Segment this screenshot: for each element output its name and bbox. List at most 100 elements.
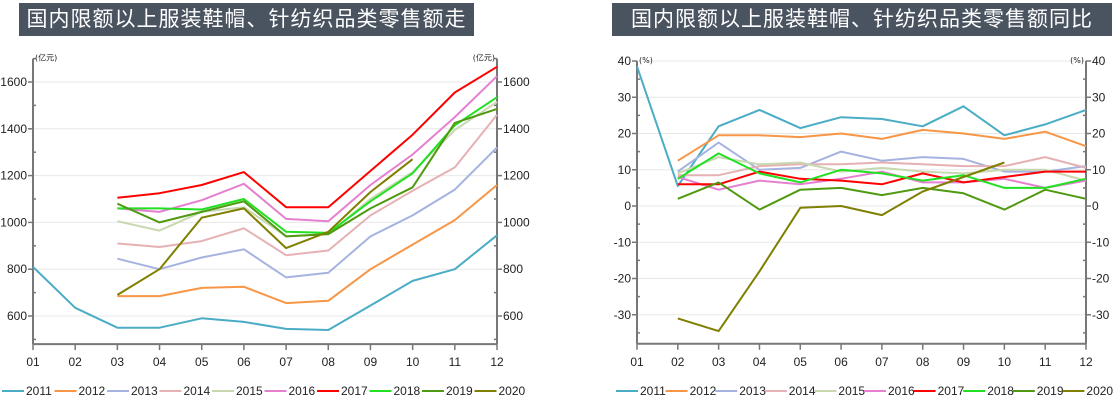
x-tick-label: 04 [753,355,767,369]
x-tick-label: 11 [449,355,462,369]
x-tick-label: 07 [875,355,889,369]
legend-label-2018: 2018 [987,384,1014,398]
legend-label-2013: 2013 [739,384,766,398]
y-tick-label-left: 20 [618,127,632,141]
y-tick-label-right: 30 [1092,90,1106,104]
y-tick-label-left: -30 [614,308,632,322]
series-line-2011 [636,66,1087,188]
x-tick-label: 02 [671,355,685,369]
y-tick-label-right: 1600 [503,75,530,89]
y-unit-left: (亿元) [35,53,57,63]
legend-label-2013: 2013 [131,384,158,398]
y-tick-label-left: 30 [618,90,632,104]
series-line-2019 [116,107,498,238]
y-tick-label-left: 0 [624,199,631,213]
legend-label-2015: 2015 [838,384,865,398]
legend-label-2017: 2017 [341,384,368,398]
chart-title: 国内限额以上服装鞋帽、针纺织品类零售额同比 [612,3,1112,36]
legend-label-2016: 2016 [888,384,915,398]
chart-title: 国内限额以上服装鞋帽、针纺织品类零售额走势 [19,3,474,64]
legend-label-2015: 2015 [236,384,263,398]
x-tick-label: 08 [322,355,336,369]
x-tick-label: 02 [69,355,83,369]
x-tick-label: 06 [834,355,848,369]
series-line-2019 [677,181,1087,211]
y-tick-label-right: 10 [1092,163,1106,177]
legend-label-2011: 2011 [640,384,666,398]
y-tick-label-right: 600 [503,309,523,323]
legend-label-2019: 2019 [1037,384,1064,398]
y-tick-label-left: 1200 [0,169,27,183]
y-tick-label-left: 600 [7,309,27,323]
y-tick-label-left: -20 [614,272,632,286]
series-line-2014 [117,114,498,257]
series-line-2020 [677,161,1005,333]
y-tick-label-right: 1400 [503,122,530,136]
series-line-2017 [117,65,498,209]
series-line-2012 [117,184,498,305]
series-line-2013 [677,141,1087,173]
x-tick-label: 05 [195,355,209,369]
y-tick-label-right: 1200 [503,169,530,183]
legend-label-2012: 2012 [79,384,106,398]
series-line-2012 [677,128,1087,162]
y-tick-label-left: 40 [618,54,632,68]
y-unit-right: (亿元) [473,53,495,63]
sales-trend-chart: 600 600 800 800 1000 1000 1200 1200 1400 1400 1600… [0,53,530,398]
y-tick-label-right: 20 [1092,127,1106,141]
series-line-2020 [116,158,414,296]
x-tick-label: 01 [26,355,40,369]
y-tick-label-right: 0 [1092,199,1099,213]
legend-label-2020: 2020 [499,384,526,398]
y-tick-label-left: -10 [614,235,632,249]
series-line-2017 [677,170,1086,186]
y-tick-label-left: 1600 [0,75,27,89]
x-tick-label: 09 [957,355,971,369]
series-line-2018 [677,152,1087,189]
legend-label-2020: 2020 [1086,384,1113,398]
x-tick-label: 09 [364,355,378,369]
legend-label-2014: 2014 [184,384,211,398]
series-line-2015 [117,101,498,238]
y-tick-label-left: 800 [7,262,27,276]
x-tick-label: 01 [630,355,644,369]
series-line-2016 [117,75,498,223]
y-unit-left: (%) [639,56,653,65]
series-line-2013 [117,146,498,279]
legend-label-2012: 2012 [690,384,717,398]
x-tick-label: 07 [279,355,293,369]
legend-label-2014: 2014 [789,384,816,398]
x-tick-label: 10 [406,355,420,369]
y-tick-label-right: 40 [1092,54,1106,68]
x-tick-label: 05 [794,355,808,369]
y-tick-label-left: 1400 [0,122,27,136]
x-tick-label: 06 [237,355,251,369]
legend-label-2018: 2018 [394,384,421,398]
series-line-2018 [117,96,498,234]
legend-label-2017: 2017 [938,384,965,398]
y-tick-label-left: 10 [618,163,632,177]
y-tick-label-left: 1000 [0,215,27,229]
x-tick-label: 03 [712,355,726,369]
x-tick-label: 12 [1079,355,1093,369]
legend-label-2011: 2011 [26,384,52,398]
x-tick-label: 08 [916,355,930,369]
y-tick-label-right: -20 [1092,272,1110,286]
sales-trend-panel: 国内限额以上服装鞋帽、针纺织品类零售额走势 600 600 800 800 1000 10… [0,3,530,398]
series-line-2016 [677,170,1087,191]
yoy-growth-panel: 国内限额以上服装鞋帽、针纺织品类零售额同比 -30 -30 -20 -20 -10 -10… [600,0,1118,406]
y-tick-label-right: 800 [503,262,523,276]
y-tick-label-right: 1000 [503,215,530,229]
y-tick-label-right: -10 [1092,235,1110,249]
y-unit-right: (%) [1070,56,1084,65]
series-line-2015 [677,156,1087,182]
legend-label-2016: 2016 [289,384,316,398]
x-tick-label: 10 [998,355,1012,369]
x-tick-label: 11 [1039,355,1052,369]
y-tick-label-right: -30 [1092,308,1110,322]
series-line-2011 [32,234,498,331]
x-tick-label: 04 [153,355,167,369]
x-tick-label: 03 [111,355,125,369]
series-line-2014 [677,156,1087,177]
